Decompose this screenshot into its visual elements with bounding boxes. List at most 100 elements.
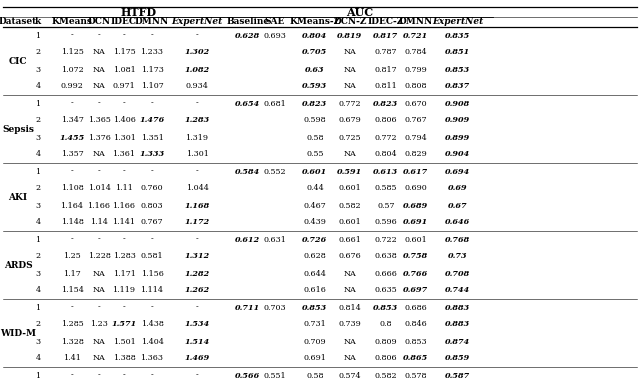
Text: -: -	[150, 235, 154, 243]
Text: 0.846: 0.846	[404, 320, 428, 328]
Text: 1.501: 1.501	[113, 338, 136, 346]
Text: 1.534: 1.534	[184, 320, 210, 328]
Text: ExpertNet: ExpertNet	[172, 18, 223, 27]
Text: 4: 4	[35, 150, 40, 158]
Text: 1.282: 1.282	[184, 269, 210, 277]
Text: 0.817: 0.817	[374, 66, 397, 74]
Text: 0.661: 0.661	[339, 235, 362, 243]
Text: 0.721: 0.721	[403, 32, 429, 40]
Text: -: -	[123, 99, 125, 107]
Text: 1: 1	[35, 32, 40, 40]
Text: NA: NA	[344, 287, 356, 295]
Text: 0.596: 0.596	[374, 218, 397, 226]
Text: 0.851: 0.851	[445, 48, 470, 56]
Text: -: -	[98, 304, 100, 312]
Text: -: -	[70, 99, 74, 107]
Text: 1.168: 1.168	[184, 202, 210, 210]
Text: 1.301: 1.301	[186, 150, 209, 158]
Text: 1.166: 1.166	[88, 202, 111, 210]
Text: 1.476: 1.476	[140, 117, 164, 125]
Text: 0.739: 0.739	[339, 320, 362, 328]
Text: ExpertNet: ExpertNet	[433, 18, 484, 27]
Text: 0.784: 0.784	[404, 48, 428, 56]
Text: NA: NA	[93, 287, 106, 295]
Text: 4: 4	[35, 354, 40, 362]
Text: -: -	[150, 168, 154, 176]
Text: 0.691: 0.691	[303, 354, 326, 362]
Text: 0.666: 0.666	[374, 269, 397, 277]
Text: DMNN: DMNN	[399, 18, 433, 27]
Text: NA: NA	[93, 338, 106, 346]
Text: 0.58: 0.58	[307, 371, 324, 379]
Text: 1.171: 1.171	[113, 269, 136, 277]
Text: 0.899: 0.899	[445, 133, 470, 141]
Text: 1.164: 1.164	[61, 202, 83, 210]
Text: 0.591: 0.591	[337, 168, 363, 176]
Text: DCN: DCN	[88, 18, 111, 27]
Text: 0.631: 0.631	[264, 235, 287, 243]
Text: 1.172: 1.172	[184, 218, 210, 226]
Text: 0.853: 0.853	[445, 66, 470, 74]
Text: 0.819: 0.819	[337, 32, 363, 40]
Text: WID-M: WID-M	[0, 328, 36, 338]
Text: 0.676: 0.676	[339, 253, 362, 261]
Text: 0.584: 0.584	[236, 168, 260, 176]
Text: 1.228: 1.228	[88, 253, 111, 261]
Text: -: -	[123, 371, 125, 379]
Text: 0.635: 0.635	[374, 287, 397, 295]
Text: 0.57: 0.57	[377, 202, 395, 210]
Text: 0.705: 0.705	[302, 48, 328, 56]
Text: 0.593: 0.593	[302, 83, 328, 91]
Text: 1.406: 1.406	[113, 117, 136, 125]
Text: 0.686: 0.686	[404, 304, 428, 312]
Text: NA: NA	[93, 150, 106, 158]
Text: 1.148: 1.148	[61, 218, 83, 226]
Text: 0.566: 0.566	[236, 371, 260, 379]
Text: 1.328: 1.328	[61, 338, 83, 346]
Text: 0.8: 0.8	[380, 320, 392, 328]
Text: 1.119: 1.119	[113, 287, 136, 295]
Text: 0.574: 0.574	[339, 371, 362, 379]
Text: 1.072: 1.072	[61, 66, 83, 74]
Text: 2: 2	[35, 253, 40, 261]
Text: 1.363: 1.363	[141, 354, 163, 362]
Text: -: -	[98, 99, 100, 107]
Text: 0.601: 0.601	[302, 168, 328, 176]
Text: 0.628: 0.628	[303, 253, 326, 261]
Text: NA: NA	[344, 354, 356, 362]
Text: 1.285: 1.285	[61, 320, 83, 328]
Text: 1.081: 1.081	[113, 66, 136, 74]
Text: 0.598: 0.598	[304, 117, 326, 125]
Text: 0.689: 0.689	[403, 202, 429, 210]
Text: 0.638: 0.638	[374, 253, 397, 261]
Text: 0.799: 0.799	[404, 66, 428, 74]
Text: AUC: AUC	[346, 6, 373, 18]
Text: 0.55: 0.55	[307, 150, 324, 158]
Text: Sepsis: Sepsis	[2, 125, 34, 133]
Text: 1.11: 1.11	[115, 184, 133, 192]
Text: 0.744: 0.744	[445, 287, 470, 295]
Text: 3: 3	[35, 66, 40, 74]
Text: 0.767: 0.767	[141, 218, 163, 226]
Text: -: -	[70, 304, 74, 312]
Text: NA: NA	[344, 83, 356, 91]
Text: 1.14: 1.14	[90, 218, 108, 226]
Text: HTFD: HTFD	[120, 6, 157, 18]
Text: 0.817: 0.817	[373, 32, 399, 40]
Text: 0.644: 0.644	[303, 269, 326, 277]
Text: 4: 4	[35, 287, 40, 295]
Text: 0.768: 0.768	[445, 235, 470, 243]
Text: 0.865: 0.865	[403, 354, 429, 362]
Text: 0.874: 0.874	[445, 338, 470, 346]
Text: 0.691: 0.691	[403, 218, 429, 226]
Text: 0.883: 0.883	[445, 320, 470, 328]
Text: 0.883: 0.883	[445, 304, 470, 312]
Text: DCN-Z: DCN-Z	[333, 18, 367, 27]
Text: 0.835: 0.835	[445, 32, 470, 40]
Text: 1.41: 1.41	[63, 354, 81, 362]
Text: 1.014: 1.014	[88, 184, 111, 192]
Text: 1.25: 1.25	[63, 253, 81, 261]
Text: -: -	[70, 168, 74, 176]
Text: 1.388: 1.388	[113, 354, 136, 362]
Text: 0.804: 0.804	[374, 150, 397, 158]
